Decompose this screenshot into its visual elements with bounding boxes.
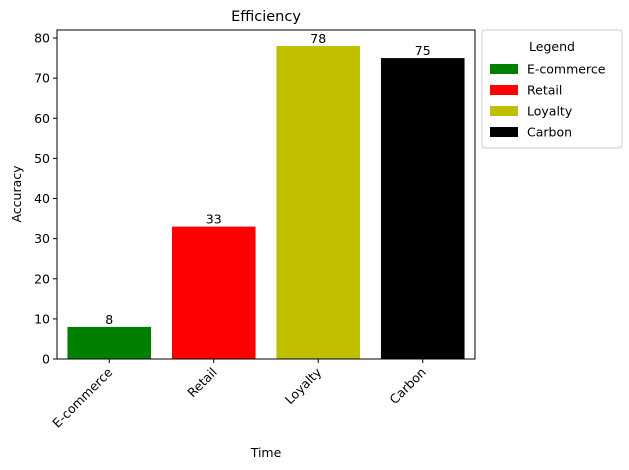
data-label-retail: 33 [206, 212, 222, 227]
data-label-carbon: 75 [415, 43, 431, 58]
y-tick-label: 80 [34, 31, 50, 46]
legend: Legend E-commerce Retail Loyalty Carbon [481, 29, 623, 149]
legend-swatch-carbon [490, 127, 518, 137]
plot-area: 8 E-commerce 33 Retail 78 Loyalty 75 Carbon 0 10 2… [34, 29, 476, 431]
x-tick-label: Loyalty [282, 364, 325, 407]
y-tick-label: 40 [34, 191, 50, 206]
y-tick-label: 10 [34, 311, 50, 326]
legend-label-retail: Retail [527, 83, 562, 98]
x-tick-label: E-commerce [49, 364, 115, 430]
legend-box [481, 29, 623, 149]
legend-label-carbon: Carbon [527, 125, 572, 140]
y-tick-label: 0 [42, 352, 50, 367]
x-tick-label: Retail [184, 365, 220, 401]
y-axis-label: Accuracy [9, 165, 24, 223]
chart-title: Efficiency [231, 9, 301, 25]
bar-e-commerce [67, 326, 152, 359]
x-tick-label: Carbon [386, 365, 428, 407]
axes-frame [56, 29, 476, 360]
data-label-loyalty: 78 [310, 31, 326, 46]
legend-swatch-e-commerce [490, 64, 518, 74]
y-tick-label: 20 [34, 271, 50, 286]
bar-retail [171, 226, 256, 359]
y-tick-label: 50 [34, 151, 50, 166]
y-tick-label: 70 [34, 71, 50, 86]
legend-title: Legend [529, 39, 575, 54]
bar-carbon [380, 58, 465, 360]
legend-label-loyalty: Loyalty [527, 104, 573, 119]
y-tick-label: 30 [34, 231, 50, 246]
data-label-e-commerce: 8 [105, 312, 113, 327]
legend-swatch-loyalty [490, 106, 518, 116]
bar-loyalty [276, 46, 361, 360]
legend-swatch-retail [490, 85, 518, 95]
legend-label-e-commerce: E-commerce [527, 62, 606, 77]
x-axis-label: Time [250, 445, 282, 460]
y-tick-label: 60 [34, 111, 50, 126]
